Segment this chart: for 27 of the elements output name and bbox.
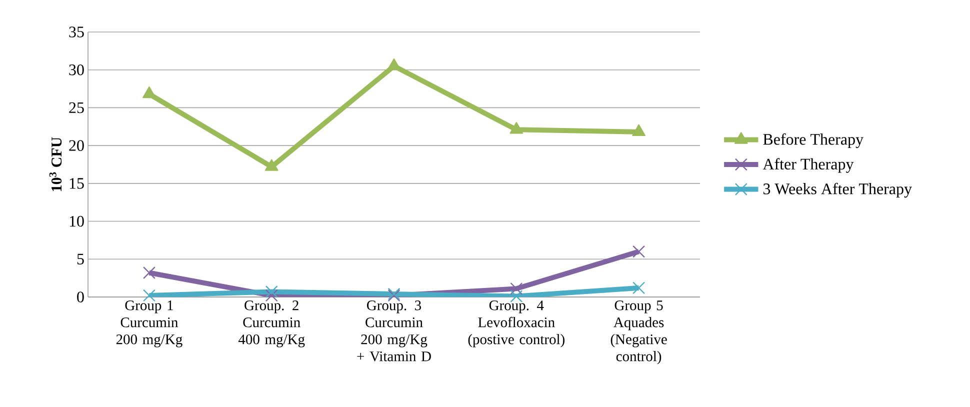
y-axis-title: 10$^{3}$ CFU xyxy=(49,137,62,191)
x-tick-label: Group 5 Aquades (Negative control) xyxy=(610,300,667,364)
x-tick-label: Group. 3 Curcumin 200 mg/Kg + Vitamin D xyxy=(357,300,431,362)
y-tick-label: 15 xyxy=(70,178,84,189)
x-tick-label: Group. 4 Levofloxacin (postive control) xyxy=(468,300,564,348)
legend-label: 3 Weeks After Therapy xyxy=(763,182,912,198)
point xyxy=(632,124,646,136)
point xyxy=(632,282,646,294)
y-tick-label: 20 xyxy=(69,140,84,151)
point xyxy=(264,159,278,171)
y-tick-label: 5 xyxy=(77,254,84,264)
point xyxy=(632,245,646,258)
point xyxy=(265,285,278,298)
x-tick-label: Group. 2 Curcumin 400 mg/Kg xyxy=(238,300,305,348)
y-tick-label: 10 xyxy=(70,216,84,227)
legend-label: After Therapy xyxy=(762,158,854,173)
y-tick-label: 35 xyxy=(69,26,84,38)
x-tick-label: Group 1 Curcumin 200 mg/Kg xyxy=(116,300,182,348)
point xyxy=(142,266,156,280)
y-tick-label: 0 xyxy=(77,292,84,302)
legend-label: Before Therapy xyxy=(763,133,864,148)
point xyxy=(142,86,156,98)
point xyxy=(510,282,523,295)
y-tick-label: 30 xyxy=(69,64,84,76)
point xyxy=(510,122,524,134)
point xyxy=(387,58,401,70)
y-tick-label: 25 xyxy=(69,102,84,114)
